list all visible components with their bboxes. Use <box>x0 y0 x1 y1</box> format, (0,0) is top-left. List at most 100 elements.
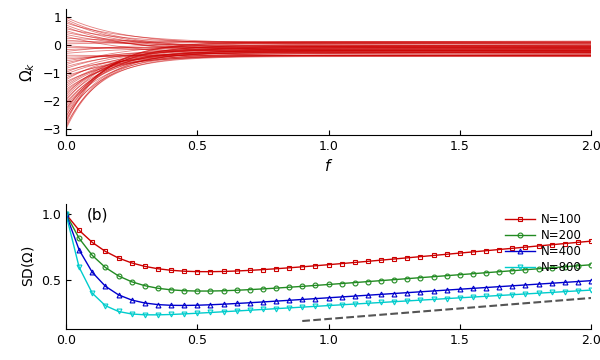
N=400 <box>233 301 240 306</box>
N=200 <box>286 285 293 289</box>
N=800 <box>128 312 135 316</box>
N=400 <box>76 248 83 252</box>
N=200 <box>89 253 96 257</box>
N=400 <box>299 297 306 302</box>
N=200 <box>482 271 490 275</box>
X-axis label: $f$: $f$ <box>324 158 333 174</box>
N=200 <box>259 287 266 291</box>
N=100 <box>351 260 358 265</box>
Legend: N=100, N=200, N=400, N=800: N=100, N=200, N=400, N=800 <box>502 210 585 278</box>
N=800 <box>76 265 83 269</box>
N=100 <box>167 268 175 273</box>
N=200 <box>430 275 437 279</box>
N=100 <box>325 262 332 267</box>
N=400 <box>443 288 450 292</box>
N=200 <box>469 271 476 276</box>
N=800 <box>574 289 581 293</box>
N=200 <box>417 275 424 280</box>
N=400 <box>207 303 214 307</box>
N=100 <box>535 244 542 248</box>
N=800 <box>246 308 253 312</box>
N=100 <box>456 251 463 255</box>
N=100 <box>154 266 161 271</box>
N=400 <box>338 295 345 299</box>
N=800 <box>62 212 70 216</box>
N=200 <box>587 262 595 267</box>
N=100 <box>233 269 240 273</box>
N=800 <box>469 295 476 299</box>
N=800 <box>404 299 411 303</box>
N=100 <box>469 250 476 254</box>
N=400 <box>62 212 70 216</box>
N=100 <box>128 261 135 265</box>
N=400 <box>259 300 266 304</box>
N=800 <box>233 309 240 313</box>
N=800 <box>154 313 161 317</box>
N=100 <box>364 259 371 264</box>
N=400 <box>535 282 542 286</box>
N=200 <box>299 284 306 288</box>
N=400 <box>522 283 529 287</box>
N=800 <box>194 311 201 315</box>
N=200 <box>325 282 332 287</box>
N=800 <box>89 291 96 295</box>
N=800 <box>443 296 450 301</box>
N=200 <box>561 265 568 269</box>
N=200 <box>233 288 240 292</box>
N=100 <box>338 261 345 266</box>
N=800 <box>548 290 555 294</box>
N=100 <box>141 264 148 269</box>
Text: (b): (b) <box>87 207 109 222</box>
N=200 <box>220 289 227 293</box>
N=800 <box>482 294 490 298</box>
N=200 <box>102 265 109 270</box>
N=100 <box>377 258 385 262</box>
Line: N=800: N=800 <box>64 212 593 317</box>
N=200 <box>76 236 83 240</box>
N=400 <box>377 292 385 297</box>
N=200 <box>141 284 148 288</box>
N=200 <box>154 286 161 291</box>
N=800 <box>141 312 148 317</box>
N=800 <box>259 307 266 312</box>
N=100 <box>299 265 306 269</box>
N=400 <box>496 284 503 289</box>
N=100 <box>115 256 122 260</box>
N=800 <box>102 303 109 308</box>
N=100 <box>312 264 319 268</box>
N=100 <box>404 256 411 260</box>
N=100 <box>102 249 109 253</box>
N=200 <box>443 274 450 278</box>
N=800 <box>338 303 345 307</box>
N=200 <box>207 289 214 293</box>
N=400 <box>548 281 555 285</box>
N=100 <box>430 253 437 258</box>
N=200 <box>391 278 398 282</box>
N=400 <box>561 280 568 284</box>
N=200 <box>548 266 555 270</box>
N=400 <box>325 296 332 300</box>
N=800 <box>286 306 293 310</box>
N=400 <box>141 301 148 305</box>
N=200 <box>509 269 516 273</box>
N=800 <box>167 312 175 317</box>
N=800 <box>115 309 122 314</box>
N=400 <box>456 287 463 291</box>
N=200 <box>377 279 385 283</box>
N=100 <box>417 255 424 259</box>
N=100 <box>207 270 214 274</box>
N=200 <box>496 270 503 274</box>
N=800 <box>299 305 306 309</box>
N=800 <box>312 304 319 309</box>
N=400 <box>128 298 135 302</box>
N=200 <box>456 273 463 277</box>
N=800 <box>561 289 568 294</box>
N=200 <box>115 274 122 278</box>
N=100 <box>272 267 280 271</box>
N=400 <box>181 303 188 307</box>
N=100 <box>220 269 227 274</box>
N=400 <box>509 284 516 288</box>
N=400 <box>351 294 358 298</box>
N=400 <box>417 290 424 294</box>
N=200 <box>128 280 135 284</box>
